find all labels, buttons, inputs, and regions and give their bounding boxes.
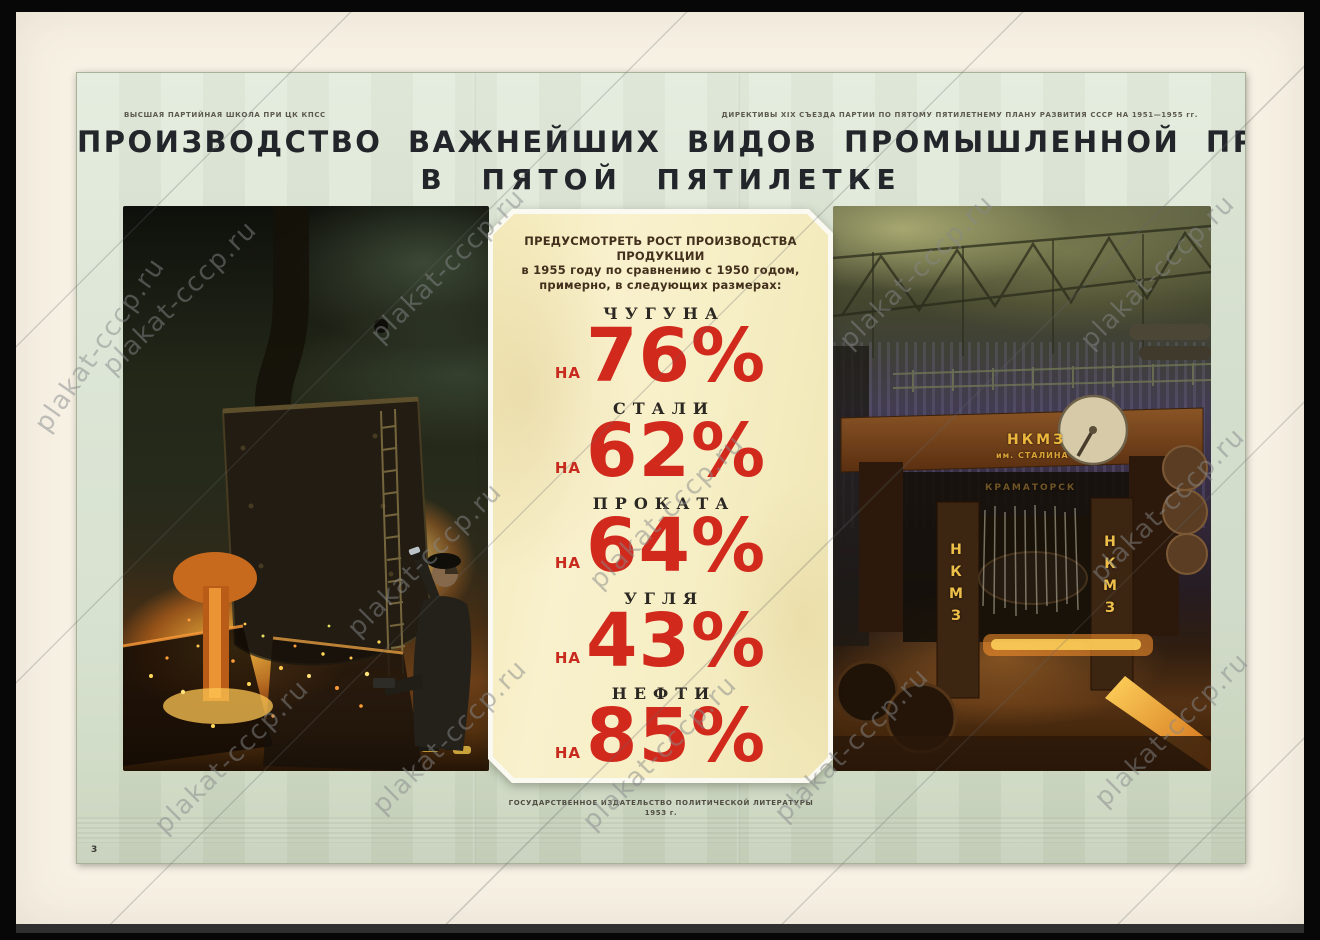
ladle-rim: [222, 396, 419, 414]
water-spray: [982, 504, 1079, 617]
stat-item-rolled-metal: ПРОКАТА НА 64%: [493, 495, 828, 590]
ladder-shape: [380, 408, 406, 677]
product-label: ПРОКАТА: [592, 494, 736, 513]
stat-item-steel: СТАЛИ НА 62%: [493, 400, 828, 495]
growth-value: 62%: [586, 408, 767, 494]
gantry-leg: [859, 462, 903, 632]
growth-prefix: НА: [554, 744, 582, 762]
panel-intro-line: ПРЕДУСМОТРЕТЬ РОСТ ПРОИЗВОДСТВА ПРОДУКЦИ…: [524, 234, 797, 263]
left-photo-foundry: [123, 206, 489, 771]
panel-content: ПРЕДУСМОТРЕТЬ РОСТ ПРОИЗВОДСТВА ПРОДУКЦИ…: [493, 214, 828, 778]
mill-floor: [833, 736, 1211, 771]
growth-value: 64%: [586, 503, 767, 589]
right-photo-illustration: [833, 224, 1211, 771]
mill-column-right: [1090, 497, 1134, 691]
column-letters-nkmz-left: НКМЗ: [948, 542, 964, 630]
panel-background: [493, 214, 828, 778]
column-letters-nkmz-right: НКМЗ: [1102, 534, 1118, 622]
right-photo-rolling-mill: НКМЗ им. СТАЛИНА КРАМАТОРСК НКМЗ НКМЗ: [833, 206, 1211, 771]
growth-value: 43%: [586, 598, 767, 684]
growth-prefix: НА: [554, 364, 582, 382]
publisher-line2: 1953 г.: [644, 808, 678, 817]
roof-trusses: [833, 224, 1211, 318]
statistics-panel: ПРЕДУСМОТРЕТЬ РОСТ ПРОИЗВОДСТВА ПРОДУКЦИ…: [488, 209, 833, 783]
mill-column-left: [936, 501, 980, 699]
sparks: [149, 618, 381, 728]
catwalk-railing: [892, 363, 1211, 392]
molten-pour-shape: [163, 552, 273, 724]
stat-item-oil: НЕФТИ НА 85%: [493, 685, 828, 780]
page-number: 3: [91, 845, 98, 855]
product-label: УГЛЯ: [623, 589, 705, 608]
stat-item-pig-iron: ЧУГУНА НА 76%: [493, 305, 828, 400]
poster-title-line2: В ПЯТОЙ ПЯТИЛЕТКЕ: [420, 163, 902, 196]
poster-title-line1: ПРОИЗВОДСТВО ВАЖНЕЙШИХ ВИДОВ ПРОМЫШЛЕННО…: [77, 125, 1245, 159]
mill-roll: [978, 551, 1088, 605]
stat-item-coal: УГЛЯ НА 43%: [493, 590, 828, 685]
product-label: СТАЛИ: [613, 399, 715, 418]
poster-sheet: ВЫСШАЯ ПАРТИЙНАЯ ШКОЛА ПРИ ЦК КПСС ДИРЕК…: [76, 72, 1246, 864]
panel-intro-line: в 1955 году по сравнению с 1950 годом,: [521, 263, 800, 277]
publisher-line1: ГОСУДАРСТВЕННОЕ ИЗДАТЕЛЬСТВО ПОЛИТИЧЕСКО…: [508, 799, 814, 807]
growth-value: 85%: [586, 693, 767, 779]
worker-figure: [373, 546, 472, 754]
roll-stack: [1129, 324, 1211, 575]
product-label: НЕФТИ: [611, 684, 717, 703]
roof-columns: [872, 234, 1144, 358]
product-label: ЧУГУНА: [603, 304, 725, 323]
publisher-credit-left: ВЫСШАЯ ПАРТИЙНАЯ ШКОЛА ПРИ ЦК КПСС: [124, 111, 326, 119]
growth-prefix: НА: [554, 649, 582, 667]
frame-mat: ВЫСШАЯ ПАРТИЙНАЯ ШКОЛА ПРИ ЦК КПСС ДИРЕК…: [16, 12, 1304, 933]
dial-hub: [1089, 426, 1097, 434]
directive-credit-right: ДИРЕКТИВЫ XIX СЪЕЗДА ПАРТИИ ПО ПЯТОМУ ПЯ…: [721, 111, 1198, 119]
growth-value: 76%: [586, 313, 767, 399]
hot-strip-core: [991, 639, 1141, 650]
climbing-figure: [374, 319, 388, 333]
factory-sign-nkmz: НКМЗ: [1007, 432, 1067, 448]
panel-intro-line: примерно, в следующих размерах:: [539, 277, 782, 292]
left-photo-illustration: [123, 206, 472, 771]
factory-sign-kramatorsk: КРАМАТОРСК: [985, 483, 1077, 493]
factory-sign-stalina: им. СТАЛИНА: [996, 451, 1069, 460]
ingot-mold: [263, 636, 423, 771]
mold-glow-edge: [272, 636, 404, 655]
dial-hand: [1076, 429, 1095, 457]
growth-prefix: НА: [554, 554, 582, 572]
scan-banding: [77, 817, 1245, 843]
growth-prefix: НА: [554, 459, 582, 477]
publisher-imprint: ГОСУДАРСТВЕННОЕ ИЗДАТЕЛЬСТВО ПОЛИТИЧЕСКО…: [77, 799, 1245, 818]
